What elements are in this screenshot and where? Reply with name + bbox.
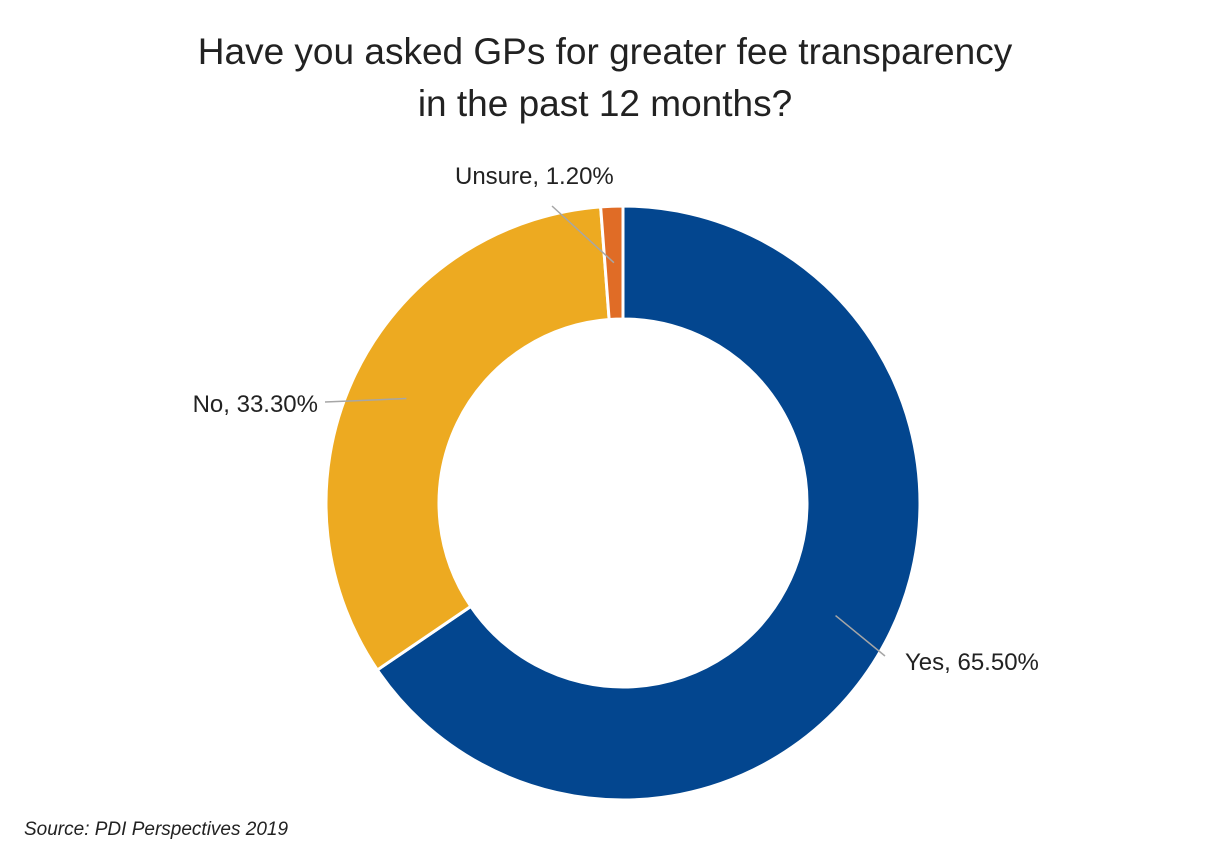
- chart-title-line-2: in the past 12 months?: [417, 83, 793, 124]
- chart-title-line-1: Have you asked GPs for greater fee trans…: [197, 31, 1013, 72]
- slice-no: [324, 205, 611, 673]
- slices-layer: [324, 204, 922, 802]
- leader-line-unsure: [551, 205, 615, 264]
- leader-line-no: [324, 397, 407, 403]
- leader-line-yes: [835, 614, 886, 657]
- slice-label-no: No, 33.30%: [193, 391, 318, 418]
- source-note: Source: PDI Perspectives 2019: [24, 819, 289, 840]
- slice-unsure: [599, 204, 625, 322]
- slice-yes: [375, 204, 922, 802]
- slice-label-yes: Yes, 65.50%: [905, 649, 1039, 676]
- labels-layer: Yes, 65.50% No, 33.30% Unsure, 1.20%: [193, 163, 1039, 676]
- chart-title: Have you asked GPs for greater fee trans…: [0, 26, 1210, 130]
- slice-label-unsure: Unsure, 1.20%: [455, 163, 614, 190]
- leader-lines-layer: [324, 205, 886, 657]
